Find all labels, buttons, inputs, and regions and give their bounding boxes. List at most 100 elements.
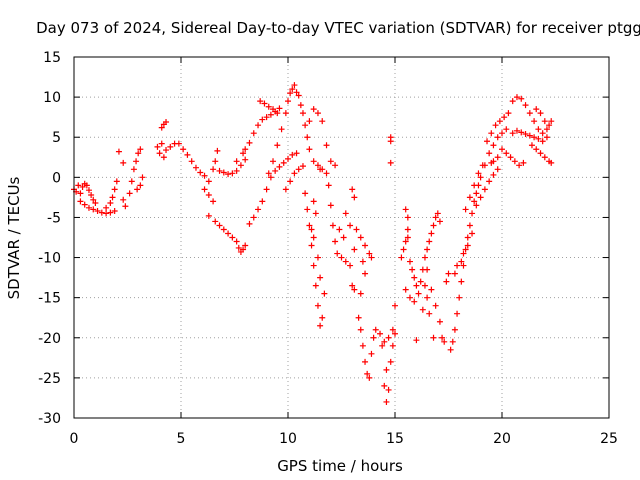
data-point-marker (259, 116, 266, 123)
data-point-marker (434, 210, 441, 217)
data-point-marker (304, 134, 311, 141)
x-tick-label: 25 (600, 431, 618, 447)
data-point-marker (441, 338, 448, 345)
data-point-marker (499, 146, 505, 153)
data-point-marker (216, 222, 223, 229)
data-point-marker (362, 270, 369, 277)
data-point-marker (77, 198, 84, 205)
y-tick-label: -20 (38, 331, 61, 347)
data-point-marker (229, 170, 236, 177)
data-point-marker (109, 194, 116, 201)
data-point-marker (357, 234, 364, 241)
data-point-marker (242, 146, 249, 153)
data-point-marker (531, 118, 538, 125)
data-point-marker (158, 124, 165, 131)
y-tick-label: 5 (52, 130, 61, 146)
data-point-marker (133, 158, 140, 165)
data-point-marker (381, 382, 388, 389)
data-point-marker (259, 198, 266, 205)
data-point-marker (541, 154, 548, 161)
data-point-marker (368, 254, 375, 261)
data-point-marker (276, 105, 283, 112)
data-point-marker (135, 150, 142, 157)
data-point-marker (439, 334, 446, 341)
data-point-marker (340, 234, 347, 241)
data-point-marker (342, 210, 349, 217)
data-point-marker (115, 148, 122, 155)
data-point-marker (270, 106, 277, 113)
data-point-marker (432, 302, 439, 309)
data-point-marker (355, 314, 362, 321)
y-tick-label: 15 (43, 50, 61, 66)
data-point-marker (212, 158, 219, 165)
data-point-marker (323, 170, 330, 177)
data-point-marker (347, 222, 354, 229)
data-point-marker (488, 130, 495, 137)
data-point-marker (379, 342, 386, 349)
data-point-marker (88, 191, 95, 198)
data-point-marker (546, 122, 553, 129)
data-point-marker (469, 210, 476, 217)
data-point-marker (451, 326, 458, 333)
data-point-marker (447, 346, 454, 353)
data-point-marker (134, 186, 141, 193)
data-point-marker (225, 171, 232, 178)
data-point-marker (406, 258, 413, 265)
y-tick-label: -10 (38, 251, 61, 267)
axis-ticks: 0 5 10 15 20 25 15 10 5 0 -5 -10 -15 -20 -25 -30 (38, 50, 618, 447)
data-point-marker (479, 162, 486, 169)
data-point-marker (220, 226, 227, 233)
data-point-marker (317, 274, 324, 281)
data-point-marker (402, 238, 409, 245)
data-point-marker (426, 238, 433, 245)
data-point-marker (404, 226, 411, 233)
data-point-marker (389, 342, 396, 349)
data-point-marker (297, 102, 304, 109)
data-point-marker (128, 178, 135, 185)
data-point-marker (424, 266, 431, 273)
data-point-marker (505, 110, 512, 117)
data-point-marker (310, 158, 317, 165)
data-point-marker (413, 282, 420, 289)
data-point-marker (188, 158, 195, 165)
data-point-marker (400, 246, 407, 253)
data-point-marker (111, 186, 118, 193)
data-point-marker (451, 270, 458, 277)
data-point-marker (299, 163, 306, 170)
data-point-marker (362, 242, 369, 249)
data-point-marker (385, 386, 392, 393)
data-point-marker (197, 169, 204, 176)
data-point-marker (310, 106, 317, 113)
data-point-marker (332, 238, 339, 245)
data-point-marker (428, 230, 435, 237)
y-tick-label: 10 (43, 90, 61, 106)
data-point-marker (233, 167, 240, 174)
data-point-marker (466, 194, 473, 201)
data-point-marker (289, 86, 296, 93)
data-point-marker (319, 118, 326, 125)
data-point-marker (385, 334, 392, 341)
data-point-marker (445, 270, 452, 277)
data-point-marker (85, 187, 92, 194)
data-point-marker (421, 282, 428, 289)
data-point-marker (212, 218, 219, 225)
data-point-marker (167, 143, 174, 150)
data-point-marker (327, 158, 334, 165)
data-point-marker (347, 262, 354, 269)
data-point-marker (293, 150, 300, 157)
data-point-marker (454, 310, 461, 317)
data-point-marker (285, 155, 291, 162)
data-point-marker (113, 178, 120, 185)
data-point-marker (404, 234, 411, 241)
data-point-marker (126, 190, 133, 197)
data-point-marker (490, 171, 497, 178)
data-point-marker (342, 258, 349, 265)
data-point-marker (306, 118, 313, 125)
data-point-marker (471, 198, 478, 205)
data-point-marker (503, 126, 510, 133)
data-point-marker (449, 338, 456, 345)
data-point-marker (163, 147, 170, 154)
data-point-marker (332, 162, 339, 169)
data-point-marker (424, 246, 431, 253)
data-point-marker (287, 178, 294, 185)
